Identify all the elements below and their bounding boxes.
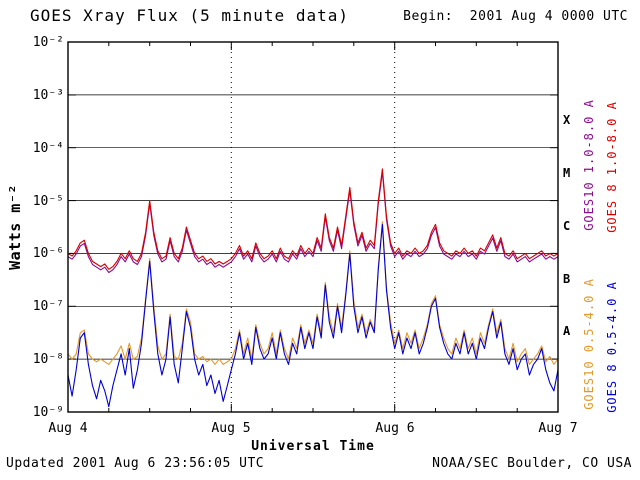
y-tick-label: 10⁻⁸ xyxy=(32,352,64,367)
series-line-goes8-long xyxy=(67,168,559,270)
y-tick-label: 10⁻⁴ xyxy=(32,141,64,156)
begin-time-label: Begin: 2001 Aug 4 0000 UTC xyxy=(403,9,628,24)
source-label: NOAA/SEC Boulder, CO USA xyxy=(432,456,632,471)
y-tick-label: 10⁻² xyxy=(32,35,64,50)
y-tick-label: 10⁻⁷ xyxy=(32,299,64,314)
x-tick-label: Aug 7 xyxy=(538,421,578,436)
x-axis-title: Universal Time xyxy=(251,439,375,454)
series-line-goes10-short xyxy=(67,221,559,365)
legend-goes8-short-label: GOES 8 0.5-4.0 A xyxy=(605,281,619,413)
y-tick-label: 10⁻⁶ xyxy=(32,246,64,261)
y-axis-title: Watts m⁻² xyxy=(6,184,24,270)
x-tick-label: Aug 5 xyxy=(211,421,251,436)
x-tick-label: Aug 4 xyxy=(48,421,88,436)
legend-goes10-long-label: GOES10 1.0-8.0 A xyxy=(582,99,596,231)
series-line-goes10-long xyxy=(67,171,559,274)
y-tick-label: 10⁻³ xyxy=(32,88,64,103)
plot-frame xyxy=(67,41,559,413)
y-tick-label: 10⁻⁹ xyxy=(32,405,64,420)
y-tick-label: 10⁻⁵ xyxy=(32,194,64,209)
flare-class-m-label: M xyxy=(563,166,571,180)
chart-title: GOES Xray Flux (5 minute data) xyxy=(30,6,349,25)
series-line-goes8-short xyxy=(67,223,559,408)
flare-class-x-label: X xyxy=(563,113,571,127)
updated-timestamp: Updated 2001 Aug 6 23:56:05 UTC xyxy=(6,456,265,471)
flare-class-c-label: C xyxy=(563,219,571,233)
x-tick-label: Aug 6 xyxy=(375,421,415,436)
flare-class-a-label: A xyxy=(563,324,571,338)
flare-class-b-label: B xyxy=(563,272,571,286)
legend-goes10-short-label: GOES10 0.5-4.0 A xyxy=(582,278,596,410)
legend-goes8-long-label: GOES 8 1.0-8.0 A xyxy=(605,101,619,233)
